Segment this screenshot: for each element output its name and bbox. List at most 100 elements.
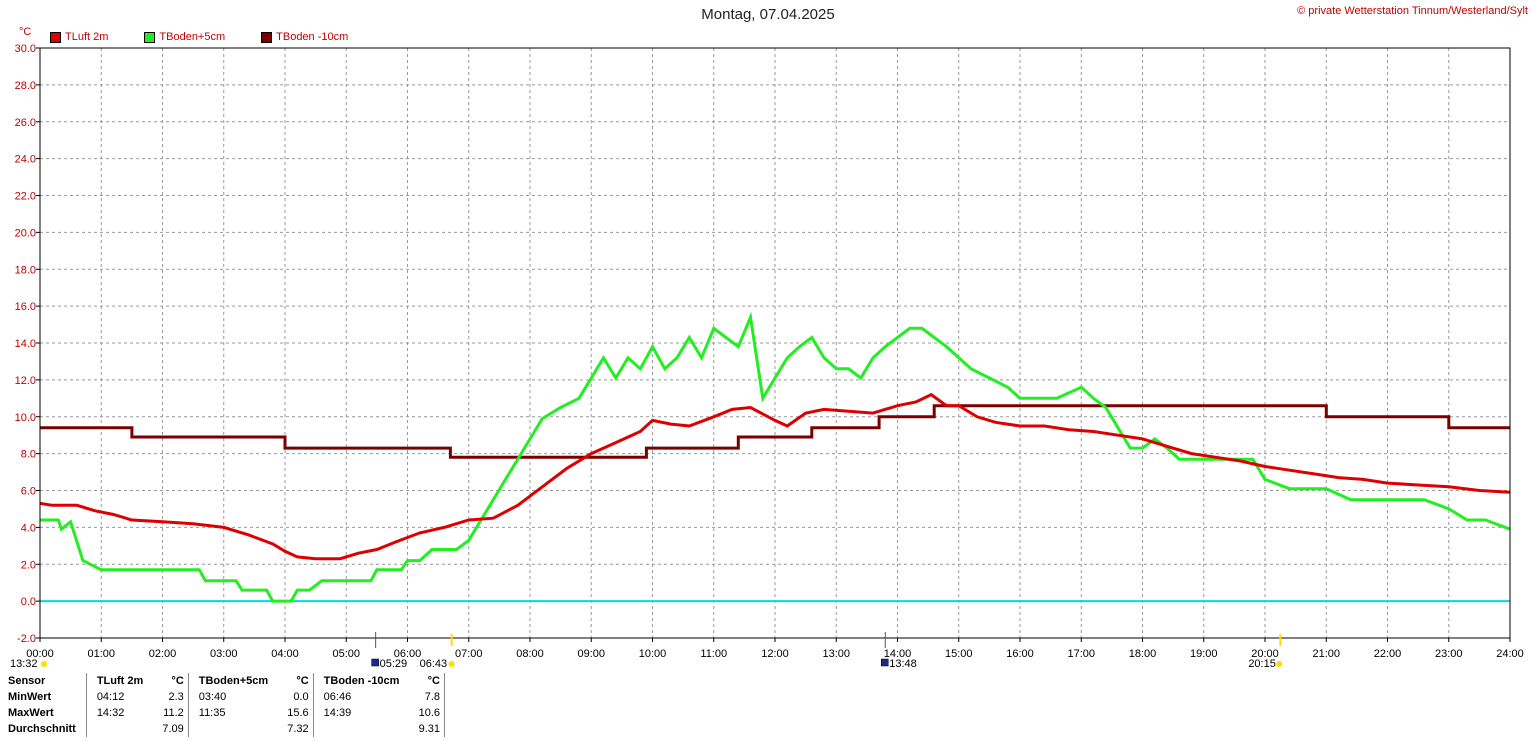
x-tick-label: 19:00 — [1190, 648, 1218, 660]
x-tick-label: 02:00 — [149, 648, 177, 660]
legend-swatch-tboden10 — [261, 31, 273, 43]
stats-row-label: MinWert — [8, 691, 52, 703]
legend-label-tboden10: TBoden -10cm — [276, 31, 349, 43]
x-tick-label: 24:00 — [1496, 648, 1524, 660]
sun-icon — [448, 661, 455, 667]
chart-title: Montag, 07.04.2025 — [701, 6, 835, 23]
y-tick-label: 28.0 — [15, 80, 36, 92]
y-tick-label: 4.0 — [21, 522, 36, 534]
y-tick-label: 30.0 — [15, 43, 36, 55]
stats-value: 10.6 — [399, 705, 446, 721]
x-tick-label: 10:00 — [639, 648, 667, 660]
y-tick-label: 22.0 — [15, 191, 36, 203]
legend-item-tboden5: TBoden+5cm — [144, 31, 225, 43]
y-tick-label: 8.0 — [21, 449, 36, 461]
x-tick-label: 16:00 — [1006, 648, 1034, 660]
y-tick-label: 24.0 — [15, 154, 36, 166]
x-tick-label: 08:00 — [516, 648, 544, 660]
chart-grid — [40, 48, 1510, 638]
y-tick-label: 16.0 — [15, 301, 36, 313]
x-tick-label: 04:00 — [271, 648, 299, 660]
x-tick-label: 07:00 — [455, 648, 483, 660]
copyright-label: © private Wetterstation Tinnum/Westerlan… — [1297, 5, 1528, 17]
x-tick-label: 17:00 — [1067, 648, 1095, 660]
x-tick-label: 03:00 — [210, 648, 238, 660]
stats-time: 03:40 — [187, 689, 269, 705]
x-tick-label: 22:00 — [1374, 648, 1402, 660]
y-tick-label: 12.0 — [15, 375, 36, 387]
x-tick-label: 09:00 — [577, 648, 605, 660]
time-annotation: 20:15 — [1248, 658, 1276, 670]
x-tick-label: 12:00 — [761, 648, 789, 660]
x-tick-label: 13:00 — [822, 648, 850, 660]
stats-value: 9.31 — [399, 721, 446, 737]
x-tick-label: 15:00 — [945, 648, 973, 660]
stats-time: 06:46 — [312, 689, 400, 705]
stats-header-sensor: Sensor — [8, 675, 46, 687]
x-tick-label: 18:00 — [1129, 648, 1157, 660]
series-line-tboden-10cm — [40, 404, 1510, 459]
time-annotation: 13:32 — [10, 658, 38, 670]
stats-value: 2.3 — [168, 691, 184, 703]
y-tick-label: -2.0 — [17, 633, 36, 645]
legend-swatch-tluft — [50, 31, 61, 43]
y-tick-label: 26.0 — [15, 117, 36, 129]
y-tick-label: 2.0 — [21, 559, 36, 571]
stats-time — [312, 721, 400, 737]
x-tick-label: 23:00 — [1435, 648, 1463, 660]
table-row: MaxWert 14:32 11.2 11:35 15.6 14:39 10.6 — [0, 705, 446, 721]
legend-label-tluft: TLuft 2m — [65, 31, 109, 43]
x-tick-label: 14:00 — [884, 648, 912, 660]
x-tick-label: 21:00 — [1312, 648, 1340, 660]
y-tick-label: 0.0 — [21, 596, 36, 608]
statistics-table: Sensor TLuft 2m °C TBoden+5cm °C TBoden … — [0, 673, 446, 741]
stats-row-label: MaxWert — [8, 707, 54, 719]
stats-header-tboden5: TBoden+5cm — [187, 673, 269, 689]
y-tick-label: 14.0 — [15, 338, 36, 350]
legend-label-tboden5: TBoden+5cm — [159, 31, 226, 43]
chart-series — [39, 311, 1511, 603]
x-tick-label: 01:00 — [87, 648, 115, 660]
moon-icon — [371, 658, 379, 667]
stats-row-label: Durchschnitt — [8, 723, 76, 735]
stats-time: 14:32 — [85, 705, 144, 721]
stats-header-unit-2: °C — [296, 675, 309, 687]
sun-icon — [1276, 661, 1283, 667]
stats-value: 15.6 — [287, 707, 309, 719]
legend-swatch-tboden5 — [144, 31, 156, 43]
stats-header-unit-3: °C — [399, 673, 446, 689]
stats-time — [187, 721, 269, 737]
moon-icon — [881, 658, 889, 667]
plot-frame — [39, 47, 1511, 639]
stats-value: 0.0 — [293, 691, 309, 703]
y-tick-label: 6.0 — [21, 486, 36, 498]
stats-time: 14:39 — [312, 705, 400, 721]
y-tick-label: 18.0 — [15, 264, 36, 276]
chart-axes: -2.0 0.0 2.0 4.0 6.0 8.0 10.0 12.0 14.0 16.0 18.0 2… — [10, 43, 1524, 670]
x-tick-label: 11:00 — [700, 648, 727, 660]
time-annotation: 05:29 — [380, 658, 408, 670]
temperature-chart: -2.0 0.0 2.0 4.0 6.0 8.0 10.0 12.0 14.0 16.0 18.0 2… — [10, 43, 1524, 670]
stats-header-row: Sensor TLuft 2m °C TBoden+5cm °C TBoden … — [0, 673, 446, 689]
stats-time: 11:35 — [187, 705, 269, 721]
legend-item-tboden10: TBoden -10cm — [261, 31, 348, 43]
x-tick-label: 20:00 — [1251, 648, 1279, 660]
table-row: MinWert 04:12 2.3 03:40 0.0 06:46 7.8 — [0, 689, 446, 705]
x-tick-label: 00:00 — [26, 648, 54, 660]
stats-time: 04:12 — [85, 689, 144, 705]
series-line-tboden-5cm — [40, 311, 1511, 603]
y-axis-unit: °C — [19, 26, 32, 38]
time-annotation: 06:43 — [420, 658, 448, 670]
series-line-tluft-2m — [39, 392, 1511, 561]
sun-icon — [41, 661, 47, 667]
y-tick-label: 10.0 — [15, 412, 36, 424]
chart-legend: TLuft 2m TBoden+5cm TBoden -10cm — [50, 31, 384, 43]
stats-value: 7.09 — [162, 723, 184, 735]
stats-header-tluft: TLuft 2m — [85, 673, 144, 689]
stats-time — [85, 721, 144, 737]
time-annotation: 13:48 — [889, 658, 917, 670]
stats-header-tboden10: TBoden -10cm — [312, 673, 400, 689]
y-tick-label: 20.0 — [15, 227, 36, 239]
x-tick-label: 05:00 — [332, 648, 360, 660]
stats-value: 7.32 — [287, 723, 309, 735]
